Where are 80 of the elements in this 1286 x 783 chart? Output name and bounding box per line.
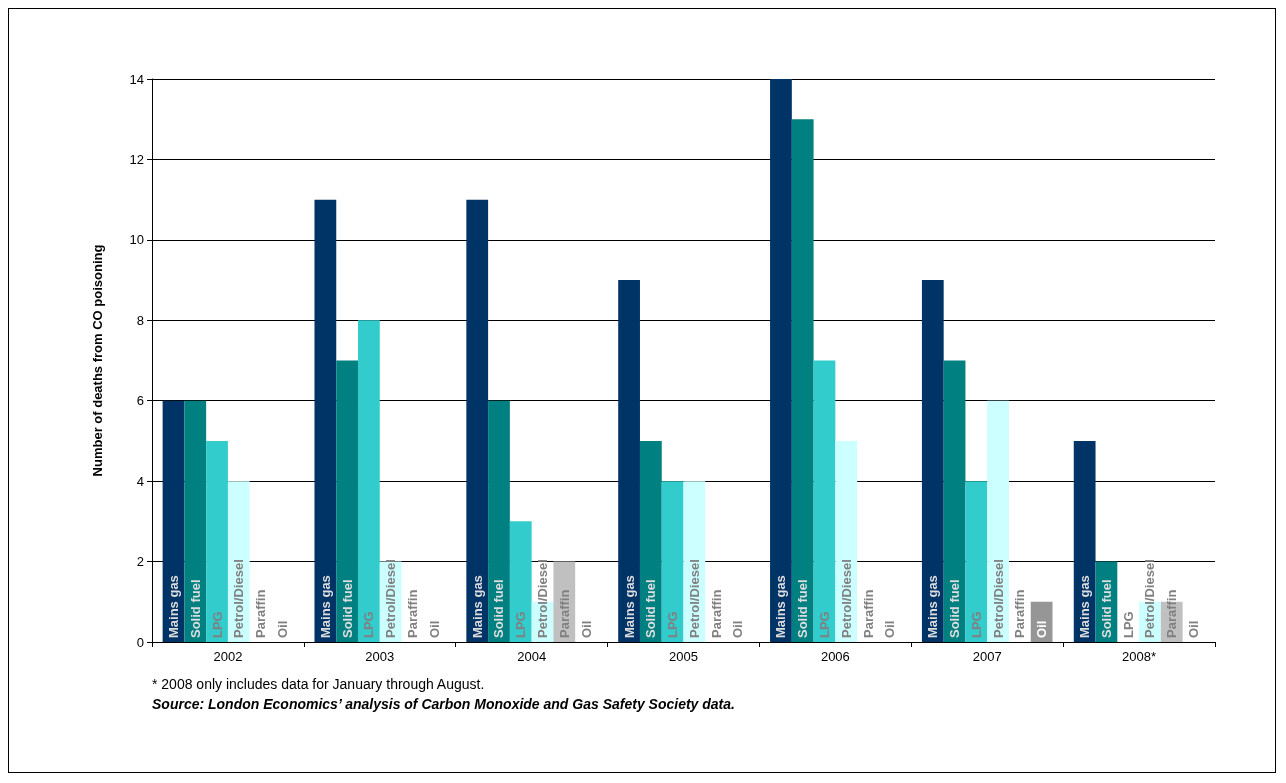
text: LPG: [361, 611, 377, 638]
series-label: Petrol/Diesel: [383, 559, 399, 638]
y-tick-label: 2: [136, 554, 144, 570]
y-tick-label: 10: [129, 232, 144, 248]
series-label: Paraffin: [1164, 589, 1180, 638]
text: Mains gas: [469, 575, 485, 638]
series-label: Oil: [1034, 620, 1050, 638]
bar: [770, 79, 792, 642]
bar: [314, 199, 337, 642]
text: Paraffin: [708, 589, 724, 638]
text: Paraffin: [1012, 589, 1028, 638]
bar: [987, 400, 1009, 642]
text: Solid fuel: [1098, 579, 1114, 638]
text: Oil: [1185, 620, 1201, 638]
y-tick-label: 0: [136, 634, 144, 650]
bar: [835, 440, 858, 642]
text: Paraffin: [253, 589, 269, 638]
text: Petrol/Diesel: [535, 559, 551, 638]
text: Oil: [730, 620, 746, 638]
bar: [965, 481, 988, 642]
bar: [921, 280, 944, 642]
y-axis-title: Number of deaths from CO poisoning: [90, 244, 105, 477]
text: Solid fuel: [491, 579, 507, 638]
bar: [791, 119, 814, 642]
text: LPG: [665, 611, 681, 638]
bar: [488, 400, 510, 642]
text: Paraffin: [860, 589, 876, 638]
text: LPG: [513, 611, 529, 638]
x-tick-label: 2007: [972, 649, 1002, 664]
bar: [639, 440, 662, 642]
x-tick-label: 2005: [669, 649, 698, 664]
text: Petrol/Diesel: [1142, 559, 1158, 638]
text: Petrol/Diesel: [686, 559, 702, 638]
text: Mains gas: [925, 575, 941, 638]
bar: [943, 360, 966, 642]
text: Mains gas: [621, 575, 637, 638]
text: Paraffin: [556, 589, 572, 638]
text: Paraffin: [404, 589, 420, 638]
source-note: Source: London Economics’ analysis of Carbon Monoxide and Gas Safety Society data.: [152, 696, 735, 712]
x-tick-label: 2003: [365, 649, 395, 664]
bar: [813, 360, 836, 642]
y-tick-label: 4: [136, 473, 144, 489]
text: LPG: [1120, 611, 1136, 638]
bar: [466, 199, 489, 642]
text: Mains gas: [317, 575, 333, 638]
text: Solid fuel: [947, 579, 963, 638]
x-tick-label: 2006: [820, 649, 850, 664]
x-tick-label: 2008*: [1122, 649, 1157, 664]
x-tick-label: 2002: [213, 649, 243, 664]
text: Petrol/Diesel: [231, 559, 247, 638]
y-tick-label: 12: [129, 151, 144, 167]
text: Mains gas: [773, 575, 789, 638]
text: Petrol/Diesel: [838, 559, 854, 638]
bar: [358, 320, 380, 642]
x-tick-label: 2004: [517, 649, 547, 664]
series-label: Solid fuel: [187, 579, 203, 638]
y-tick-label: 6: [136, 393, 144, 409]
bar: [661, 481, 684, 642]
text: Solid fuel: [339, 579, 355, 638]
text: Solid fuel: [795, 579, 811, 638]
text: * 2008 only includes data for January through August.: [152, 676, 485, 692]
text: LPG: [968, 611, 984, 638]
bar: [1073, 440, 1096, 642]
text: Oil: [578, 620, 594, 638]
bar: [184, 400, 207, 642]
text: Petrol/Diesel: [990, 559, 1006, 638]
y-tick-label: 8: [136, 312, 144, 328]
text: Solid fuel: [643, 579, 659, 638]
text: Oil: [274, 620, 290, 638]
bar: [206, 440, 228, 642]
bar: [509, 521, 532, 642]
text: Oil: [882, 620, 898, 638]
bar: [336, 360, 359, 642]
text: LPG: [816, 611, 832, 638]
y-tick-label: 14: [129, 71, 144, 87]
series-label: LPG: [209, 611, 225, 638]
text: Oil: [426, 620, 442, 638]
bar: [618, 280, 640, 642]
series-label: Mains gas: [1077, 575, 1093, 638]
text: Mains gas: [166, 575, 182, 638]
